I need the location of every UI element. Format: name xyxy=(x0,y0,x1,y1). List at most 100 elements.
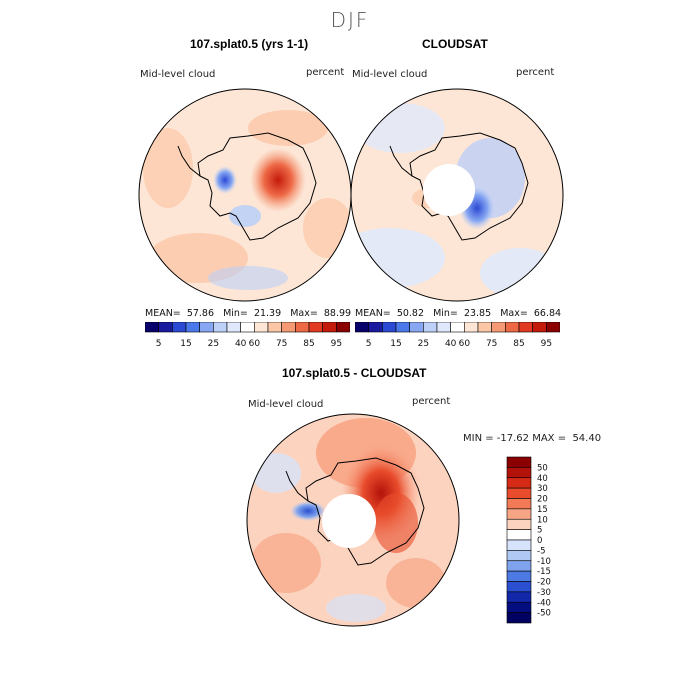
left-colorbar-swatch xyxy=(240,322,255,333)
right-colorbar-label: 95 xyxy=(541,339,552,348)
diff-colorbar-label: 0 xyxy=(537,536,542,546)
right-colorbar-label: 15 xyxy=(390,339,401,348)
right-min-value: 23.85 xyxy=(463,308,492,319)
right-colorbar-swatch xyxy=(436,322,451,333)
left-mean-label: MEAN= xyxy=(145,308,181,319)
left-colorbar-swatch xyxy=(254,322,269,333)
diff-colorbar-swatch xyxy=(506,570,532,582)
right-colorbar-swatch xyxy=(382,322,397,333)
right-colorbar-swatch xyxy=(464,322,479,333)
right-colorbar-swatch xyxy=(368,322,383,333)
right-colorbar-swatch xyxy=(477,322,492,333)
diff-colorbar-label: -5 xyxy=(537,546,545,556)
right-colorbar-swatch xyxy=(409,322,424,333)
left-colorbar-swatch xyxy=(226,322,241,333)
right-colorbar-label: 5 xyxy=(366,339,372,348)
left-colorbar: 5 15 25 40 60 75 85 95 xyxy=(145,322,350,348)
right-panel-title: CLOUDSAT xyxy=(422,37,488,51)
right-map-border xyxy=(350,88,564,302)
right-colorbar-swatch xyxy=(450,322,465,333)
diff-minmax: MIN = -17.62 MAX = 54.40 xyxy=(463,433,602,444)
right-max-value: 66.84 xyxy=(533,308,562,319)
left-colorbar-label: 5 xyxy=(156,339,162,348)
diff-colorbar-label: -20 xyxy=(537,578,551,588)
right-colorbar-swatch xyxy=(532,322,547,333)
left-peninsula-outline xyxy=(177,145,201,177)
diff-colorbar-swatch xyxy=(506,518,532,530)
diff-colorbar-label: 5 xyxy=(537,526,542,536)
diff-colorbar-swatch xyxy=(506,550,532,562)
left-max-label: Max= xyxy=(290,308,318,319)
right-field-label: Mid-level cloud xyxy=(352,69,428,80)
left-colorbar-swatch xyxy=(322,322,337,333)
left-colorbar-swatch xyxy=(336,322,350,333)
diff-colorbar-swatch xyxy=(506,560,532,572)
diff-colorbar-label: 15 xyxy=(537,505,548,515)
left-colorbar-swatch xyxy=(158,322,173,333)
diff-colorbar-swatch xyxy=(506,601,532,613)
diff-colorbar-label: -10 xyxy=(537,557,551,567)
left-colorbar-label: 60 xyxy=(249,339,261,348)
diff-colorbar-swatch xyxy=(506,467,532,479)
left-stats: MEAN= 57.86 Min= 21.39 Max= 88.99 xyxy=(145,308,351,319)
diff-missing-data-hole xyxy=(322,494,376,548)
left-colorbar-label: 15 xyxy=(180,339,191,348)
left-colorbar-label: 95 xyxy=(331,339,342,348)
diff-units-label: percent xyxy=(412,396,451,407)
right-mean-value: 50.82 xyxy=(396,308,425,319)
diff-map-border xyxy=(246,413,460,627)
right-colorbar-label: 25 xyxy=(418,339,429,348)
right-colorbar-label: 40 xyxy=(445,339,457,348)
left-colorbar-swatch xyxy=(185,322,200,333)
right-colorbar-label: 75 xyxy=(486,339,497,348)
right-colorbar-swatch xyxy=(491,322,506,333)
left-polar-map xyxy=(138,88,352,302)
diff-colorbar-label: -15 xyxy=(537,567,551,577)
left-min-region xyxy=(213,166,237,194)
right-antarctica-coastline xyxy=(409,132,529,241)
left-colorbar-swatch xyxy=(295,322,310,333)
right-stats: MEAN= 50.82 Min= 23.85 Max= 66.84 xyxy=(355,308,561,319)
right-units-label: percent xyxy=(516,67,555,78)
left-panel-title: 107.splat0.5 (yrs 1-1) xyxy=(190,37,309,51)
left-units-label: percent xyxy=(306,67,345,78)
diff-colorbar-label: 20 xyxy=(537,495,548,505)
left-colorbar-swatch xyxy=(199,322,214,333)
right-max-label: Max= xyxy=(500,308,528,319)
left-min-value: 21.39 xyxy=(253,308,282,319)
diff-peninsula-outline xyxy=(285,470,309,502)
left-colorbar-swatch xyxy=(172,322,187,333)
diff-colorbar-swatch xyxy=(506,498,532,510)
diff-colorbar-swatch xyxy=(506,508,532,520)
right-min-label: Min= xyxy=(433,308,458,319)
diff-antarctica-coastline xyxy=(305,457,425,566)
diff-colorbar-label: 30 xyxy=(537,484,548,494)
diff-colorbar-swatch xyxy=(506,591,532,603)
left-colorbar-label: 85 xyxy=(303,339,314,348)
left-mean-value: 57.86 xyxy=(186,308,215,319)
left-antarctica-coastline xyxy=(197,132,317,241)
diff-field-label: Mid-level cloud xyxy=(248,399,324,410)
left-colorbar-label: 40 xyxy=(235,339,247,348)
diff-colorbar-label: -40 xyxy=(537,598,551,608)
right-colorbar-label: 60 xyxy=(459,339,471,348)
diff-colorbar-swatch xyxy=(506,487,532,499)
left-colorbar-swatch xyxy=(308,322,323,333)
diff-colorbar-swatch xyxy=(506,477,532,489)
diff-colorbar-label: 10 xyxy=(537,515,548,525)
diff-colorbar-swatch xyxy=(506,529,532,541)
diff-polar-map xyxy=(246,413,460,627)
left-field-label: Mid-level cloud xyxy=(140,69,216,80)
season-title: DJF xyxy=(330,8,370,32)
right-polar-map xyxy=(350,88,564,302)
left-colorbar-swatch xyxy=(281,322,296,333)
right-colorbar-swatch xyxy=(505,322,520,333)
right-colorbar-swatch xyxy=(546,322,560,333)
right-peninsula-outline xyxy=(389,145,413,177)
right-missing-data-hole xyxy=(423,164,475,216)
right-colorbar-swatch xyxy=(423,322,438,333)
right-colorbar-swatch xyxy=(518,322,533,333)
diff-colorbar-label: 50 xyxy=(537,463,548,473)
left-colorbar-swatch xyxy=(213,322,228,333)
